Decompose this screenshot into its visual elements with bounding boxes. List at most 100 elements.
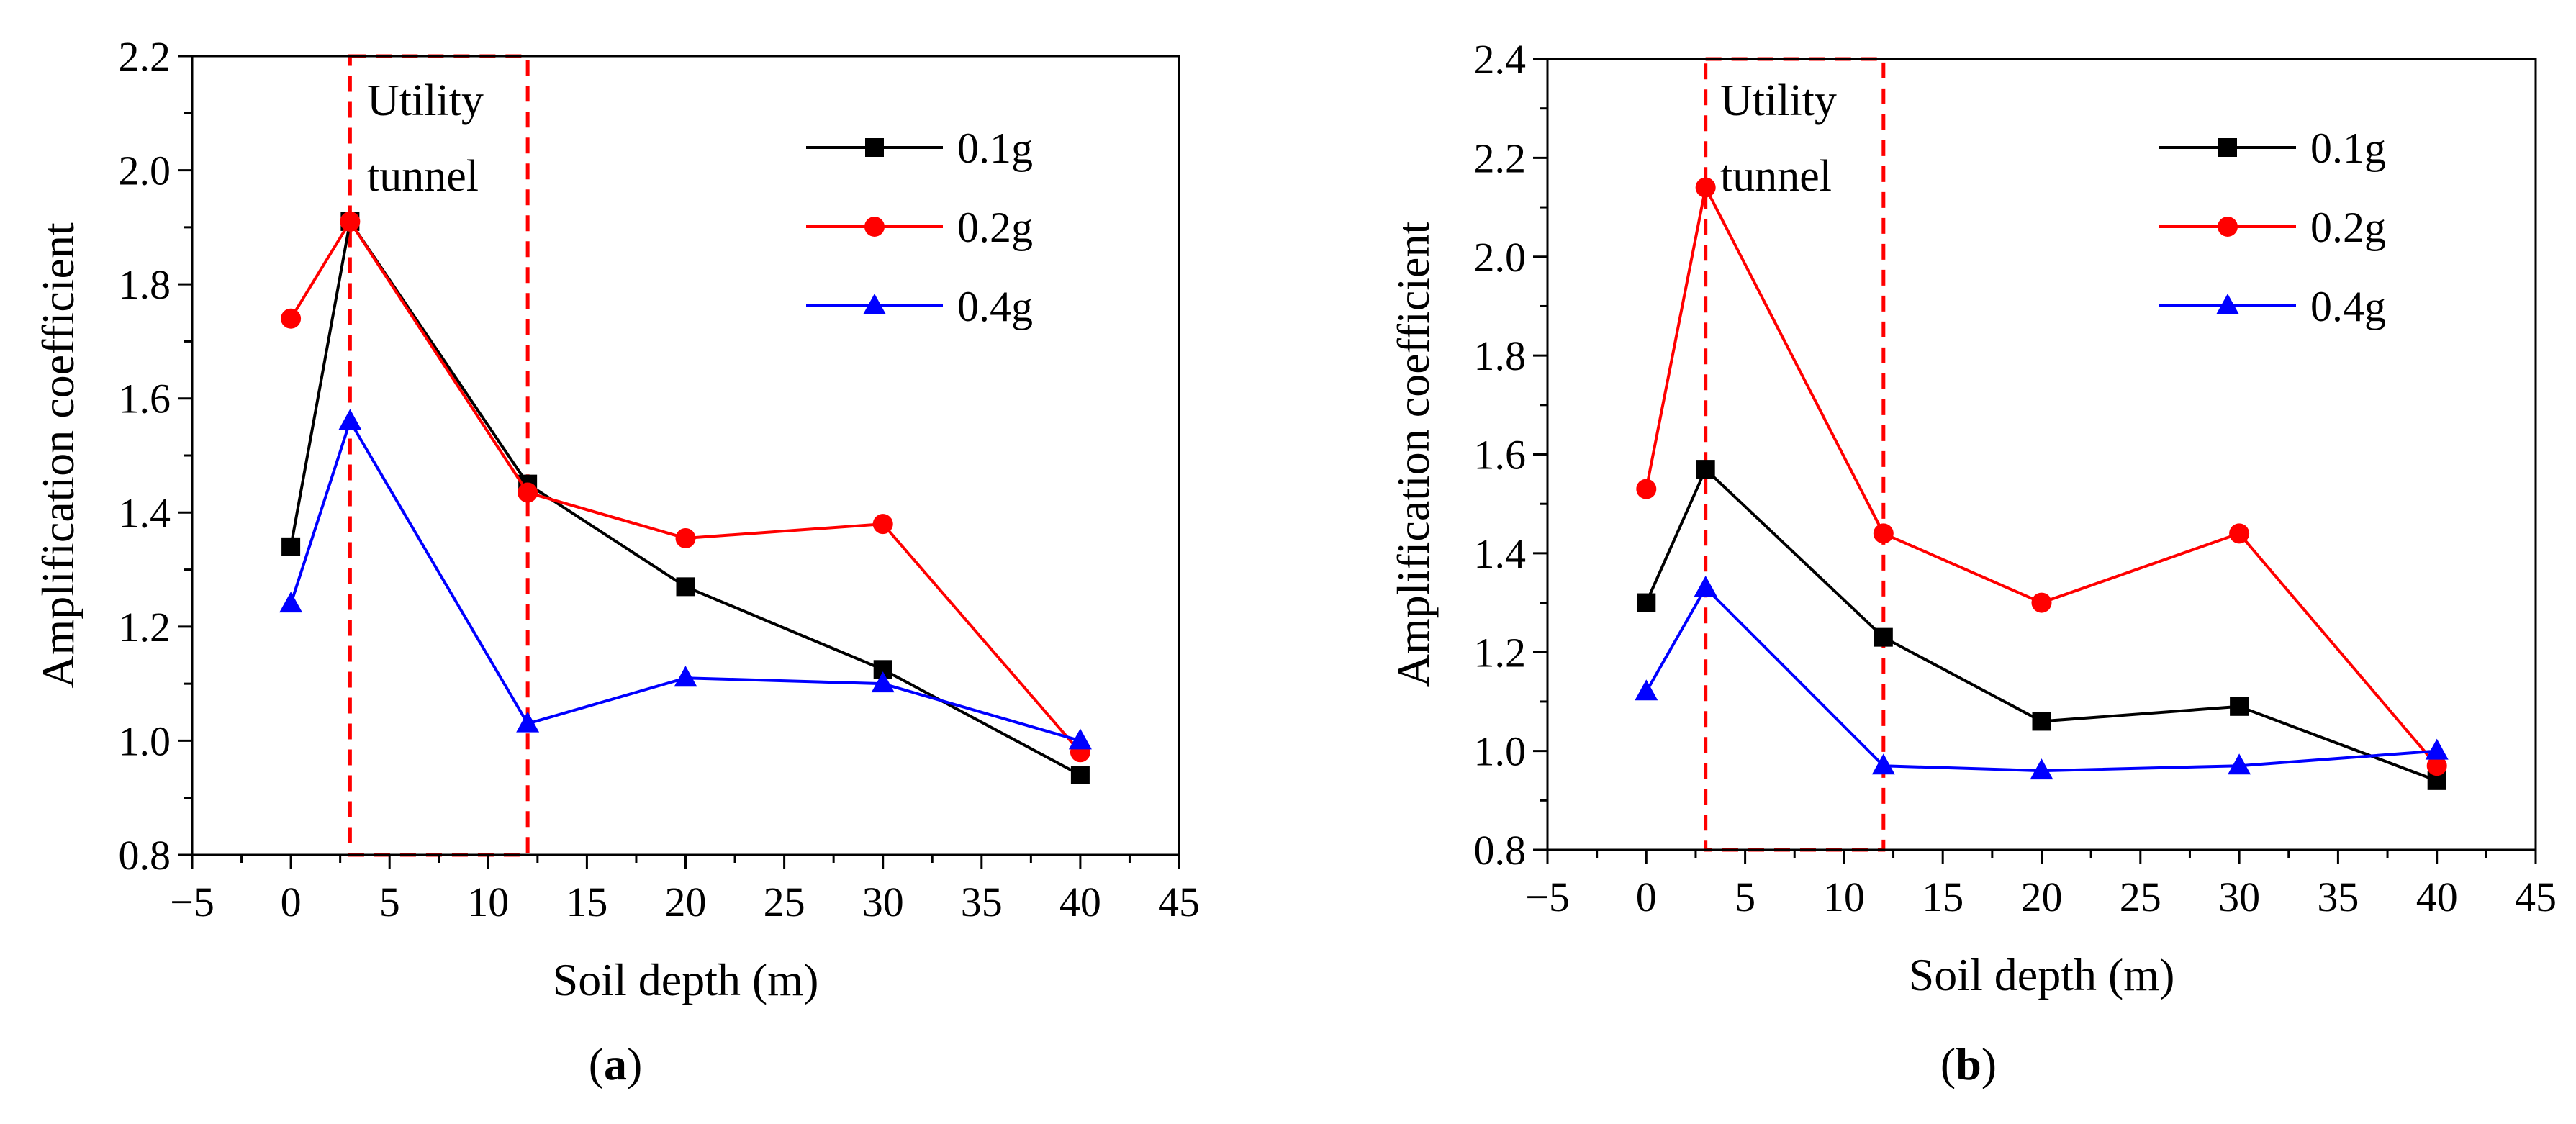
x-tick-label: 40 [1059, 879, 1101, 925]
y-tick-label: 0.8 [119, 832, 171, 879]
y-tick-label: 1.8 [119, 261, 171, 308]
data-point-0.4g [279, 592, 303, 613]
x-tick-label: 20 [2021, 874, 2063, 920]
y-tick-label: 1.2 [1474, 629, 1527, 676]
data-point-0.4g [1871, 753, 1895, 775]
x-tick-label: −5 [170, 879, 214, 925]
data-point-0.4g [2425, 738, 2449, 760]
data-point-0.2g [518, 482, 538, 503]
x-tick-label: 0 [281, 879, 302, 925]
y-tick-label: 1.2 [119, 604, 171, 651]
legend-marker-0.2g [2218, 217, 2238, 237]
x-tick-label: 15 [566, 879, 607, 925]
x-tick-label: 30 [862, 879, 904, 925]
legend-marker-0.4g [2216, 294, 2239, 314]
series-line-0.2g [1645, 183, 2439, 767]
legend-marker-0.1g [865, 138, 884, 157]
data-point-0.1g [1874, 627, 1893, 647]
data-point-0.1g [1070, 766, 1090, 784]
data-point-0.1g [2230, 697, 2249, 716]
x-tick-label: 0 [1636, 874, 1657, 920]
series-line-0.4g [289, 417, 1081, 743]
y-tick-label: 1.4 [119, 489, 171, 536]
series-line-0.2g [289, 219, 1082, 753]
panel-label: (b) [1940, 1038, 1997, 1089]
legend-label-0.1g: 0.1g [2310, 124, 2386, 172]
data-point-0.2g [2229, 523, 2250, 544]
series-line-0.1g [1645, 466, 2438, 782]
y-tick-label: 2.2 [1474, 135, 1527, 181]
x-tick-label: 35 [2317, 874, 2359, 920]
legend-label-0.4g: 0.4g [957, 283, 1033, 330]
annotation-line2: tunnel [1720, 152, 1832, 201]
panel-label: (a) [589, 1038, 643, 1089]
x-tick-label: 25 [2120, 874, 2161, 920]
panel-b: Utility tunnel −5 0 5 10 15 20 25 30 35 40 45 0.8 1.0 1… [1388, 36, 2557, 1089]
y-tick-label: 2.0 [1474, 234, 1527, 281]
data-point-0.2g [2031, 592, 2052, 613]
y-tick-label: 1.6 [119, 376, 171, 422]
y-axis-label: Amplification coefficient [1388, 222, 1439, 688]
data-point-0.4g [1694, 575, 1717, 597]
legend-label-0.1g: 0.1g [957, 124, 1033, 172]
series-line-0.4g [1645, 585, 2437, 773]
data-point-0.4g [338, 409, 362, 430]
data-point-0.1g [2032, 712, 2051, 731]
data-point-0.1g [676, 577, 695, 597]
data-point-0.4g [871, 671, 895, 693]
data-point-0.4g [516, 711, 540, 733]
x-tick-label: 5 [379, 879, 400, 925]
y-tick-label: 2.4 [1474, 36, 1527, 83]
x-tick-label: 35 [961, 879, 1003, 925]
data-point-0.2g [2426, 756, 2447, 776]
legend-label-0.2g: 0.2g [2310, 204, 2386, 251]
x-tick-label: 5 [1735, 874, 1755, 920]
annotation-line1: Utility [367, 76, 484, 125]
y-tick-label: 0.8 [1474, 827, 1527, 874]
panel-letter: a [604, 1038, 627, 1089]
x-axis-label: Soil depth (m) [1909, 949, 2175, 1000]
legend-label-0.4g: 0.4g [2310, 283, 2386, 330]
x-axis-label: Soil depth (m) [553, 954, 819, 1005]
x-tick-label: 25 [764, 879, 805, 925]
data-point-0.1g [1696, 460, 1715, 479]
data-point-0.2g [1695, 177, 1716, 198]
x-tick-label: 10 [1823, 874, 1865, 920]
x-tick-label: 10 [467, 879, 509, 925]
legend-marker-0.1g [2218, 138, 2237, 157]
y-tick-label: 2.2 [119, 33, 171, 80]
data-point-0.4g [2228, 753, 2251, 775]
data-point-0.2g [340, 211, 361, 232]
x-tick-label: −5 [1525, 874, 1570, 920]
x-tick-label: 45 [2515, 874, 2557, 920]
x-tick-label: 45 [1158, 879, 1200, 925]
data-point-0.2g [1636, 479, 1657, 499]
data-point-0.2g [1873, 523, 1894, 544]
data-point-0.4g [1635, 679, 1658, 701]
annotation-line1: Utility [1720, 76, 1837, 125]
y-tick-label: 1.0 [1474, 728, 1527, 775]
data-point-0.2g [281, 308, 302, 329]
x-tick-label: 30 [2218, 874, 2260, 920]
legend-label-0.2g: 0.2g [957, 204, 1033, 251]
data-point-0.4g [674, 666, 697, 687]
y-axis-label: Amplification coefficient [32, 222, 83, 689]
x-tick-label: 15 [1922, 874, 1963, 920]
x-tick-label: 40 [2416, 874, 2458, 920]
y-tick-label: 1.6 [1474, 432, 1527, 479]
data-point-0.4g [1068, 728, 1092, 750]
y-tick-label: 1.8 [1474, 332, 1527, 379]
panel-letter: b [1956, 1038, 1981, 1089]
annotation-line2: tunnel [367, 152, 479, 201]
data-point-0.1g [281, 537, 301, 556]
plot-frame [1546, 58, 2537, 851]
y-tick-label: 1.0 [119, 717, 171, 764]
data-point-0.2g [675, 527, 696, 548]
y-tick-label: 1.4 [1474, 530, 1527, 577]
data-point-0.4g [2030, 758, 2053, 780]
legend-marker-0.4g [863, 294, 886, 314]
data-point-0.2g [872, 514, 893, 535]
legend-marker-0.2g [864, 217, 885, 237]
x-tick-label: 20 [665, 879, 707, 925]
